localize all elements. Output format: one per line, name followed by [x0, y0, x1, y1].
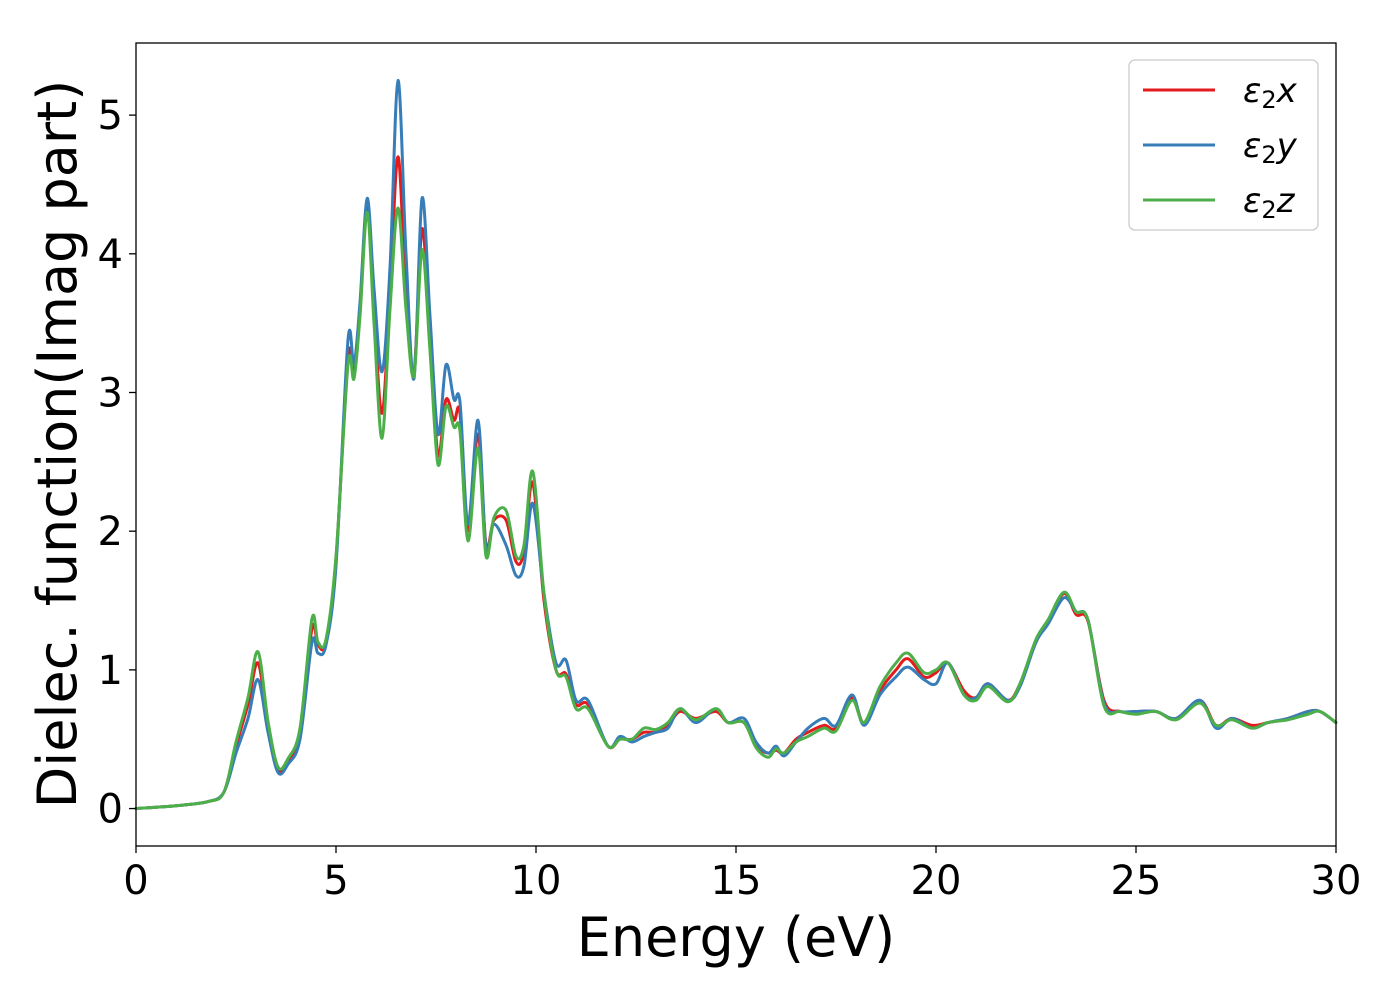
y-tick-label: 2 — [98, 509, 123, 555]
legend-label-x: ε2x — [1243, 71, 1298, 114]
x-tick-label: 30 — [1311, 858, 1362, 904]
y-tick-label: 5 — [98, 93, 123, 139]
x-tick-label: 15 — [711, 858, 762, 904]
legend-label-z: ε2z — [1243, 181, 1296, 224]
y-tick-label: 4 — [98, 232, 123, 278]
y-tick-label: 1 — [98, 648, 123, 694]
x-tick-label: 0 — [123, 858, 148, 904]
legend-box — [1128, 59, 1319, 231]
x-tick-label: 10 — [511, 858, 562, 904]
y-tick-label: 0 — [98, 787, 123, 833]
y-tick-label: 3 — [98, 370, 123, 416]
x-tick-label: 5 — [323, 858, 348, 904]
y-axis-label: Dielec. function(Imag part) — [26, 80, 89, 809]
legend-label-y: ε2y — [1243, 126, 1298, 169]
y-axis-ticks: 0 1 2 3 4 5 — [98, 93, 136, 833]
plot-lines — [134, 78, 1338, 811]
x-tick-label: 25 — [1111, 858, 1162, 904]
series-line-z — [134, 206, 1338, 811]
x-axis-ticks: 0 5 10 15 20 25 30 — [123, 846, 1361, 904]
legend: ε2x ε2y ε2z — [1128, 59, 1319, 231]
x-tick-label: 20 — [911, 858, 962, 904]
x-axis-label: Energy (eV) — [577, 906, 896, 969]
